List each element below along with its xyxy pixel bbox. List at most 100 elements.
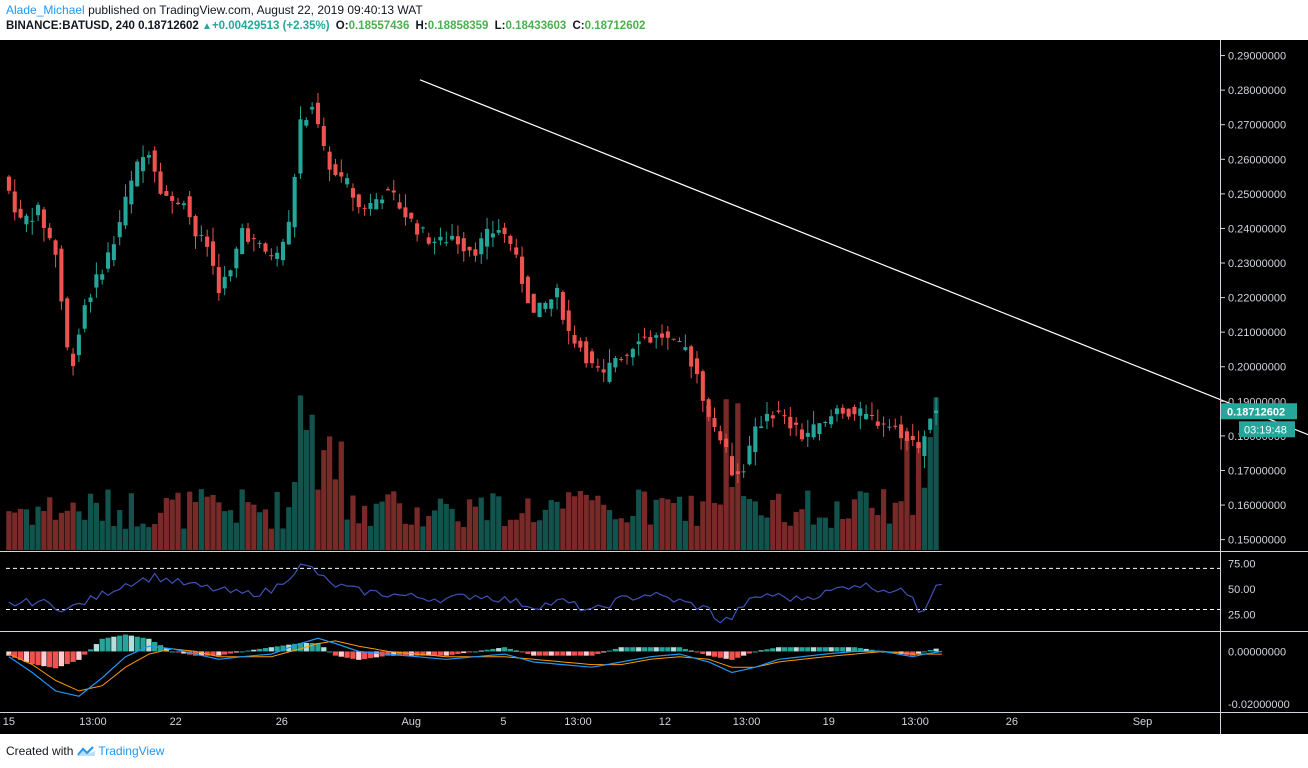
candle-body bbox=[881, 423, 886, 425]
candle-body bbox=[922, 436, 927, 456]
candle-body bbox=[799, 429, 805, 440]
candle-body bbox=[572, 334, 577, 344]
macd-histogram-bar bbox=[478, 650, 484, 652]
volume-bar bbox=[531, 522, 537, 550]
volume-bar bbox=[589, 500, 595, 550]
macd-histogram-bar bbox=[636, 647, 642, 652]
candle-body bbox=[240, 228, 245, 255]
macd-histogram-bar bbox=[443, 651, 449, 656]
candle-body bbox=[659, 333, 665, 338]
symbol-name[interactable]: BINANCE:BATUSD, 240 bbox=[6, 20, 135, 32]
candle-body bbox=[461, 238, 466, 252]
volume-bar bbox=[630, 516, 636, 550]
price-axis[interactable]: 0.29000000 0.28000000 0.27000000 0.26000000… bbox=[1220, 51, 1297, 712]
volume-bar bbox=[455, 521, 461, 550]
macd-histogram-bar bbox=[169, 651, 175, 653]
volume-bar bbox=[723, 399, 729, 550]
macd-histogram-bar bbox=[729, 651, 735, 660]
volume-bar bbox=[548, 500, 554, 550]
volume-bar bbox=[915, 442, 922, 550]
volume-bar bbox=[484, 520, 490, 550]
candle-body bbox=[741, 471, 746, 473]
volume-bar bbox=[717, 504, 723, 550]
volume-bar bbox=[105, 489, 111, 550]
volume-bar bbox=[641, 491, 648, 550]
candle-body bbox=[467, 246, 472, 251]
rsi-tick-label: 25.00 bbox=[1228, 610, 1256, 622]
time-tick-label: 19 bbox=[823, 716, 835, 728]
macd-histogram-bar bbox=[519, 651, 525, 653]
macd-histogram-bar bbox=[257, 648, 263, 652]
macd-histogram-bar bbox=[501, 647, 508, 652]
candle-body bbox=[257, 242, 262, 244]
macd-histogram-bar bbox=[618, 647, 624, 652]
candle-body bbox=[782, 415, 787, 417]
volume-bar bbox=[536, 520, 543, 550]
candle-body bbox=[432, 241, 437, 243]
macd-histogram-bar bbox=[128, 635, 134, 652]
volume-bar bbox=[274, 491, 280, 550]
candle-body bbox=[706, 399, 711, 417]
volume-bar bbox=[857, 491, 863, 550]
volume-bar bbox=[99, 520, 105, 550]
candle-body bbox=[619, 359, 624, 361]
tradingview-logo-icon bbox=[77, 746, 96, 756]
candles bbox=[6, 92, 939, 483]
candle-body bbox=[584, 341, 589, 364]
candle-body bbox=[852, 406, 857, 415]
candle-body bbox=[875, 421, 880, 426]
candle-body bbox=[415, 223, 420, 235]
time-tick-label: Aug bbox=[401, 716, 421, 728]
author-link[interactable]: Alade_Michael bbox=[6, 3, 85, 17]
tradingview-brand[interactable]: TradingView bbox=[98, 744, 165, 758]
macd-histogram-bar bbox=[93, 644, 100, 652]
macd-histogram-bar bbox=[420, 651, 426, 656]
macd-histogram-bar bbox=[455, 651, 461, 654]
macd-histogram-bar bbox=[845, 647, 852, 652]
volume-bar bbox=[811, 524, 817, 550]
volume-bar bbox=[904, 438, 910, 550]
candle-body bbox=[794, 422, 799, 425]
macd-histogram-bar bbox=[682, 648, 688, 652]
trendline-layer[interactable] bbox=[419, 79, 1308, 452]
candle-body bbox=[385, 189, 390, 191]
volume-bar bbox=[70, 502, 76, 550]
volume-bar bbox=[262, 509, 269, 550]
volume-bar bbox=[157, 512, 164, 550]
price-tick-label: 0.28000000 bbox=[1228, 85, 1286, 97]
macd-histogram-bar bbox=[612, 648, 618, 652]
volume-bar bbox=[379, 501, 385, 550]
volume-bar bbox=[12, 512, 18, 550]
candle-body bbox=[374, 199, 379, 210]
candle-body bbox=[473, 249, 478, 256]
price-tick-label: 0.20000000 bbox=[1228, 362, 1286, 374]
candle-body bbox=[210, 241, 216, 266]
high-value: 0.18858359 bbox=[427, 20, 489, 32]
time-tick-label: 22 bbox=[170, 716, 182, 728]
time-axis[interactable]: 15 13:00 22 26 Aug 5 13:00 12 13:00 19 13:00 26 Sep bbox=[3, 716, 1153, 728]
macd-histogram-bar bbox=[222, 651, 228, 655]
volume-bar bbox=[41, 511, 47, 550]
price-chart[interactable]: 0.29000000 0.28000000 0.27000000 0.26000000… bbox=[0, 40, 1308, 734]
candle-body bbox=[887, 426, 892, 428]
macd-histogram-bar bbox=[134, 636, 140, 652]
macd-histogram-bar bbox=[653, 647, 659, 652]
macd-histogram-bar bbox=[776, 647, 782, 652]
volume-bar bbox=[396, 503, 403, 550]
macd-histogram-bar bbox=[204, 651, 210, 656]
candle-body bbox=[88, 297, 93, 302]
candle-body bbox=[788, 416, 793, 429]
volume-bar bbox=[851, 499, 858, 550]
macd-histogram-bar bbox=[811, 647, 817, 652]
macd-histogram-bar bbox=[99, 638, 105, 652]
macd-histogram-bar bbox=[344, 651, 350, 658]
candle-body bbox=[444, 242, 449, 244]
macd-histogram-bar bbox=[927, 650, 933, 652]
volume-bar bbox=[612, 519, 618, 550]
volume-bar bbox=[752, 501, 758, 550]
candle-body bbox=[520, 256, 525, 284]
macd-histogram-bar bbox=[87, 649, 94, 652]
macd-histogram-bar bbox=[601, 651, 607, 653]
close-value: 0.18712602 bbox=[584, 20, 646, 32]
symbol-legend: BINANCE:BATUSD, 240 0.18712602 ▲+0.00429… bbox=[6, 20, 645, 32]
